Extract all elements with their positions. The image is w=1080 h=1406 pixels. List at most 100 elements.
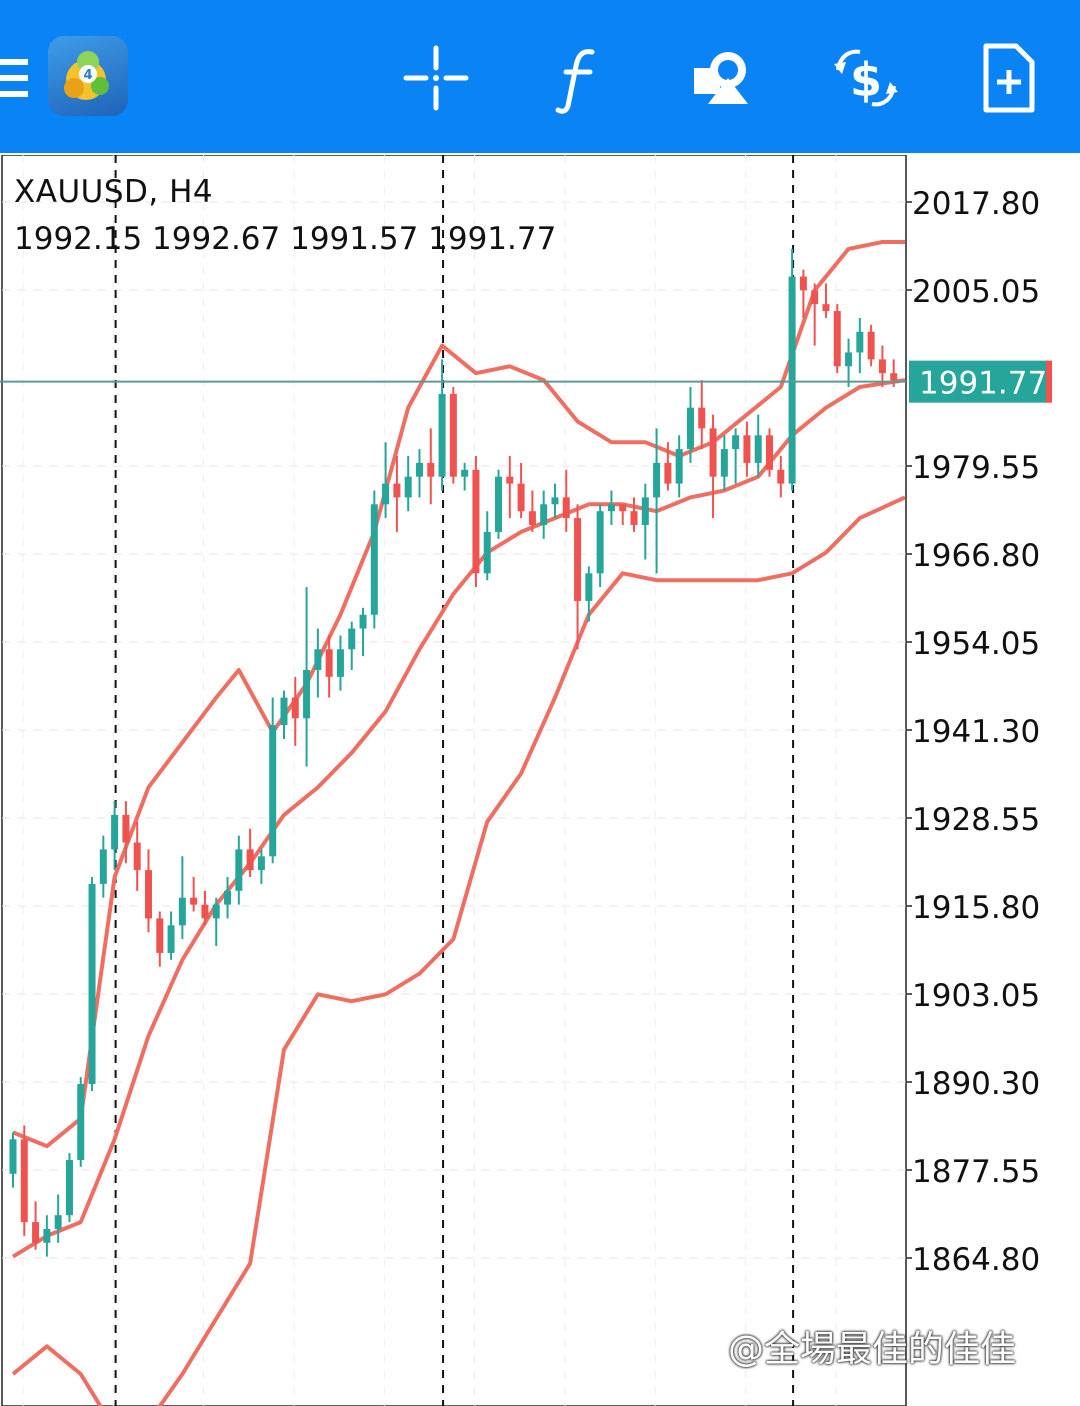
y-axis-tick-label: 1928.55 bbox=[912, 802, 1040, 838]
candle-body bbox=[472, 469, 480, 574]
candle-body bbox=[811, 290, 819, 305]
candle-body bbox=[483, 531, 491, 574]
candle-body bbox=[325, 649, 333, 677]
candle-body bbox=[190, 897, 198, 905]
svg-text:4: 4 bbox=[83, 68, 92, 83]
candle-body bbox=[777, 469, 785, 484]
new-order-doc-icon[interactable] bbox=[970, 40, 1046, 116]
hamburger-menu-icon[interactable] bbox=[0, 55, 30, 101]
candle-body bbox=[20, 1139, 28, 1223]
candle-body bbox=[314, 649, 322, 670]
trade-dollar-icon[interactable]: $ bbox=[828, 40, 904, 116]
candle-body bbox=[336, 649, 344, 677]
candle-body bbox=[269, 725, 277, 857]
y-axis-tick-label: 1890.30 bbox=[912, 1066, 1040, 1102]
y-axis-tick-label: 1915.80 bbox=[912, 890, 1040, 926]
svg-text:$: $ bbox=[850, 53, 882, 107]
candle-body bbox=[732, 435, 740, 450]
candle-body bbox=[144, 870, 152, 919]
candlestick-chart[interactable]: 2017.80 2005.05 1979.55 1966.80 1954.05 1941.… bbox=[0, 155, 1080, 1406]
candle-body bbox=[393, 483, 401, 498]
candle-body bbox=[77, 1084, 85, 1160]
candle-body bbox=[833, 311, 841, 367]
candle-body bbox=[585, 573, 593, 601]
candle-body bbox=[528, 511, 536, 526]
candle-body bbox=[54, 1215, 62, 1230]
candle-body bbox=[641, 497, 649, 526]
y-axis-tick-label: 1941.30 bbox=[912, 714, 1040, 750]
current-price-tag-label: 1991.77 bbox=[919, 366, 1047, 402]
candle-body bbox=[449, 393, 457, 477]
top-toolbar: 4 $ bbox=[0, 0, 1080, 153]
candle-body bbox=[754, 435, 762, 463]
bollinger-band-lower bbox=[11, 495, 906, 1406]
candle-body bbox=[562, 497, 570, 519]
candle-body bbox=[540, 504, 548, 526]
candle-body bbox=[596, 511, 604, 574]
watermark-text: @全場最佳的佳佳 bbox=[728, 1329, 1017, 1370]
candle-body bbox=[766, 435, 774, 470]
candle-body bbox=[461, 469, 469, 477]
candle-body bbox=[574, 518, 582, 601]
candle-body bbox=[280, 697, 288, 726]
candle-body bbox=[65, 1159, 73, 1216]
y-axis-tick-label: 1877.55 bbox=[912, 1154, 1040, 1190]
y-axis-tick-label: 1979.55 bbox=[912, 450, 1040, 486]
y-axis-tick-label: 2017.80 bbox=[912, 186, 1040, 222]
indicator-f-icon[interactable] bbox=[540, 40, 616, 116]
y-axis-tick-label: 1954.05 bbox=[912, 626, 1040, 662]
candle-body bbox=[415, 462, 423, 477]
y-axis-tick-label: 1966.80 bbox=[912, 538, 1040, 574]
current-price-tag-marker bbox=[1046, 360, 1052, 403]
candle-body bbox=[686, 407, 694, 450]
candle-body bbox=[630, 511, 638, 526]
candle-body bbox=[788, 276, 796, 484]
candle-body bbox=[122, 814, 130, 843]
y-axis-tick-label: 2005.05 bbox=[912, 274, 1040, 310]
candle-body bbox=[551, 497, 559, 505]
candle-body bbox=[664, 462, 672, 484]
candle-body bbox=[822, 304, 830, 312]
price-chart-area[interactable]: 2017.80 2005.05 1979.55 1966.80 1954.05 1941.… bbox=[0, 155, 1080, 1406]
candle-body bbox=[495, 476, 503, 532]
candle-body bbox=[9, 1139, 17, 1174]
candle-body bbox=[856, 331, 864, 353]
crosshair-icon[interactable] bbox=[398, 40, 474, 116]
candle-body bbox=[653, 462, 661, 498]
candle-body bbox=[88, 883, 96, 1085]
candle-body bbox=[427, 462, 435, 477]
candle-body bbox=[607, 504, 615, 512]
candle-body bbox=[99, 849, 107, 884]
bollinger-band-upper bbox=[12, 240, 905, 1149]
bollinger-band-middle bbox=[11, 378, 906, 1259]
candle-body bbox=[890, 373, 898, 381]
plot-frame bbox=[1, 155, 907, 1406]
candle-body bbox=[224, 890, 232, 905]
candle-body bbox=[720, 449, 728, 477]
candle-body bbox=[303, 669, 311, 719]
candle-body bbox=[867, 331, 875, 360]
candle-body bbox=[235, 849, 243, 891]
candle-body bbox=[404, 476, 412, 498]
candle-body bbox=[43, 1229, 51, 1243]
candle-body bbox=[359, 614, 367, 629]
y-axis-tick-label: 1864.80 bbox=[912, 1242, 1040, 1278]
candle-body bbox=[133, 842, 141, 871]
candle-body bbox=[212, 904, 220, 919]
candle-body bbox=[111, 814, 119, 850]
mt4-logo-icon[interactable]: 4 bbox=[48, 36, 128, 116]
candle-body bbox=[506, 476, 514, 484]
candle-body bbox=[675, 449, 683, 484]
candle-body bbox=[799, 276, 807, 291]
candle-body bbox=[619, 504, 627, 512]
y-axis-tick-label: 1903.05 bbox=[912, 978, 1040, 1014]
current-price-tag bbox=[909, 360, 1049, 403]
candle-body bbox=[291, 697, 299, 719]
candle-body bbox=[32, 1222, 40, 1243]
candle-body bbox=[709, 428, 717, 477]
objects-shapes-icon[interactable] bbox=[684, 40, 760, 116]
candle-body bbox=[257, 856, 265, 871]
symbol-timeframe-label: XAUUSD, H4 bbox=[14, 174, 214, 210]
candle-body bbox=[698, 407, 706, 429]
candle-body bbox=[348, 628, 356, 650]
